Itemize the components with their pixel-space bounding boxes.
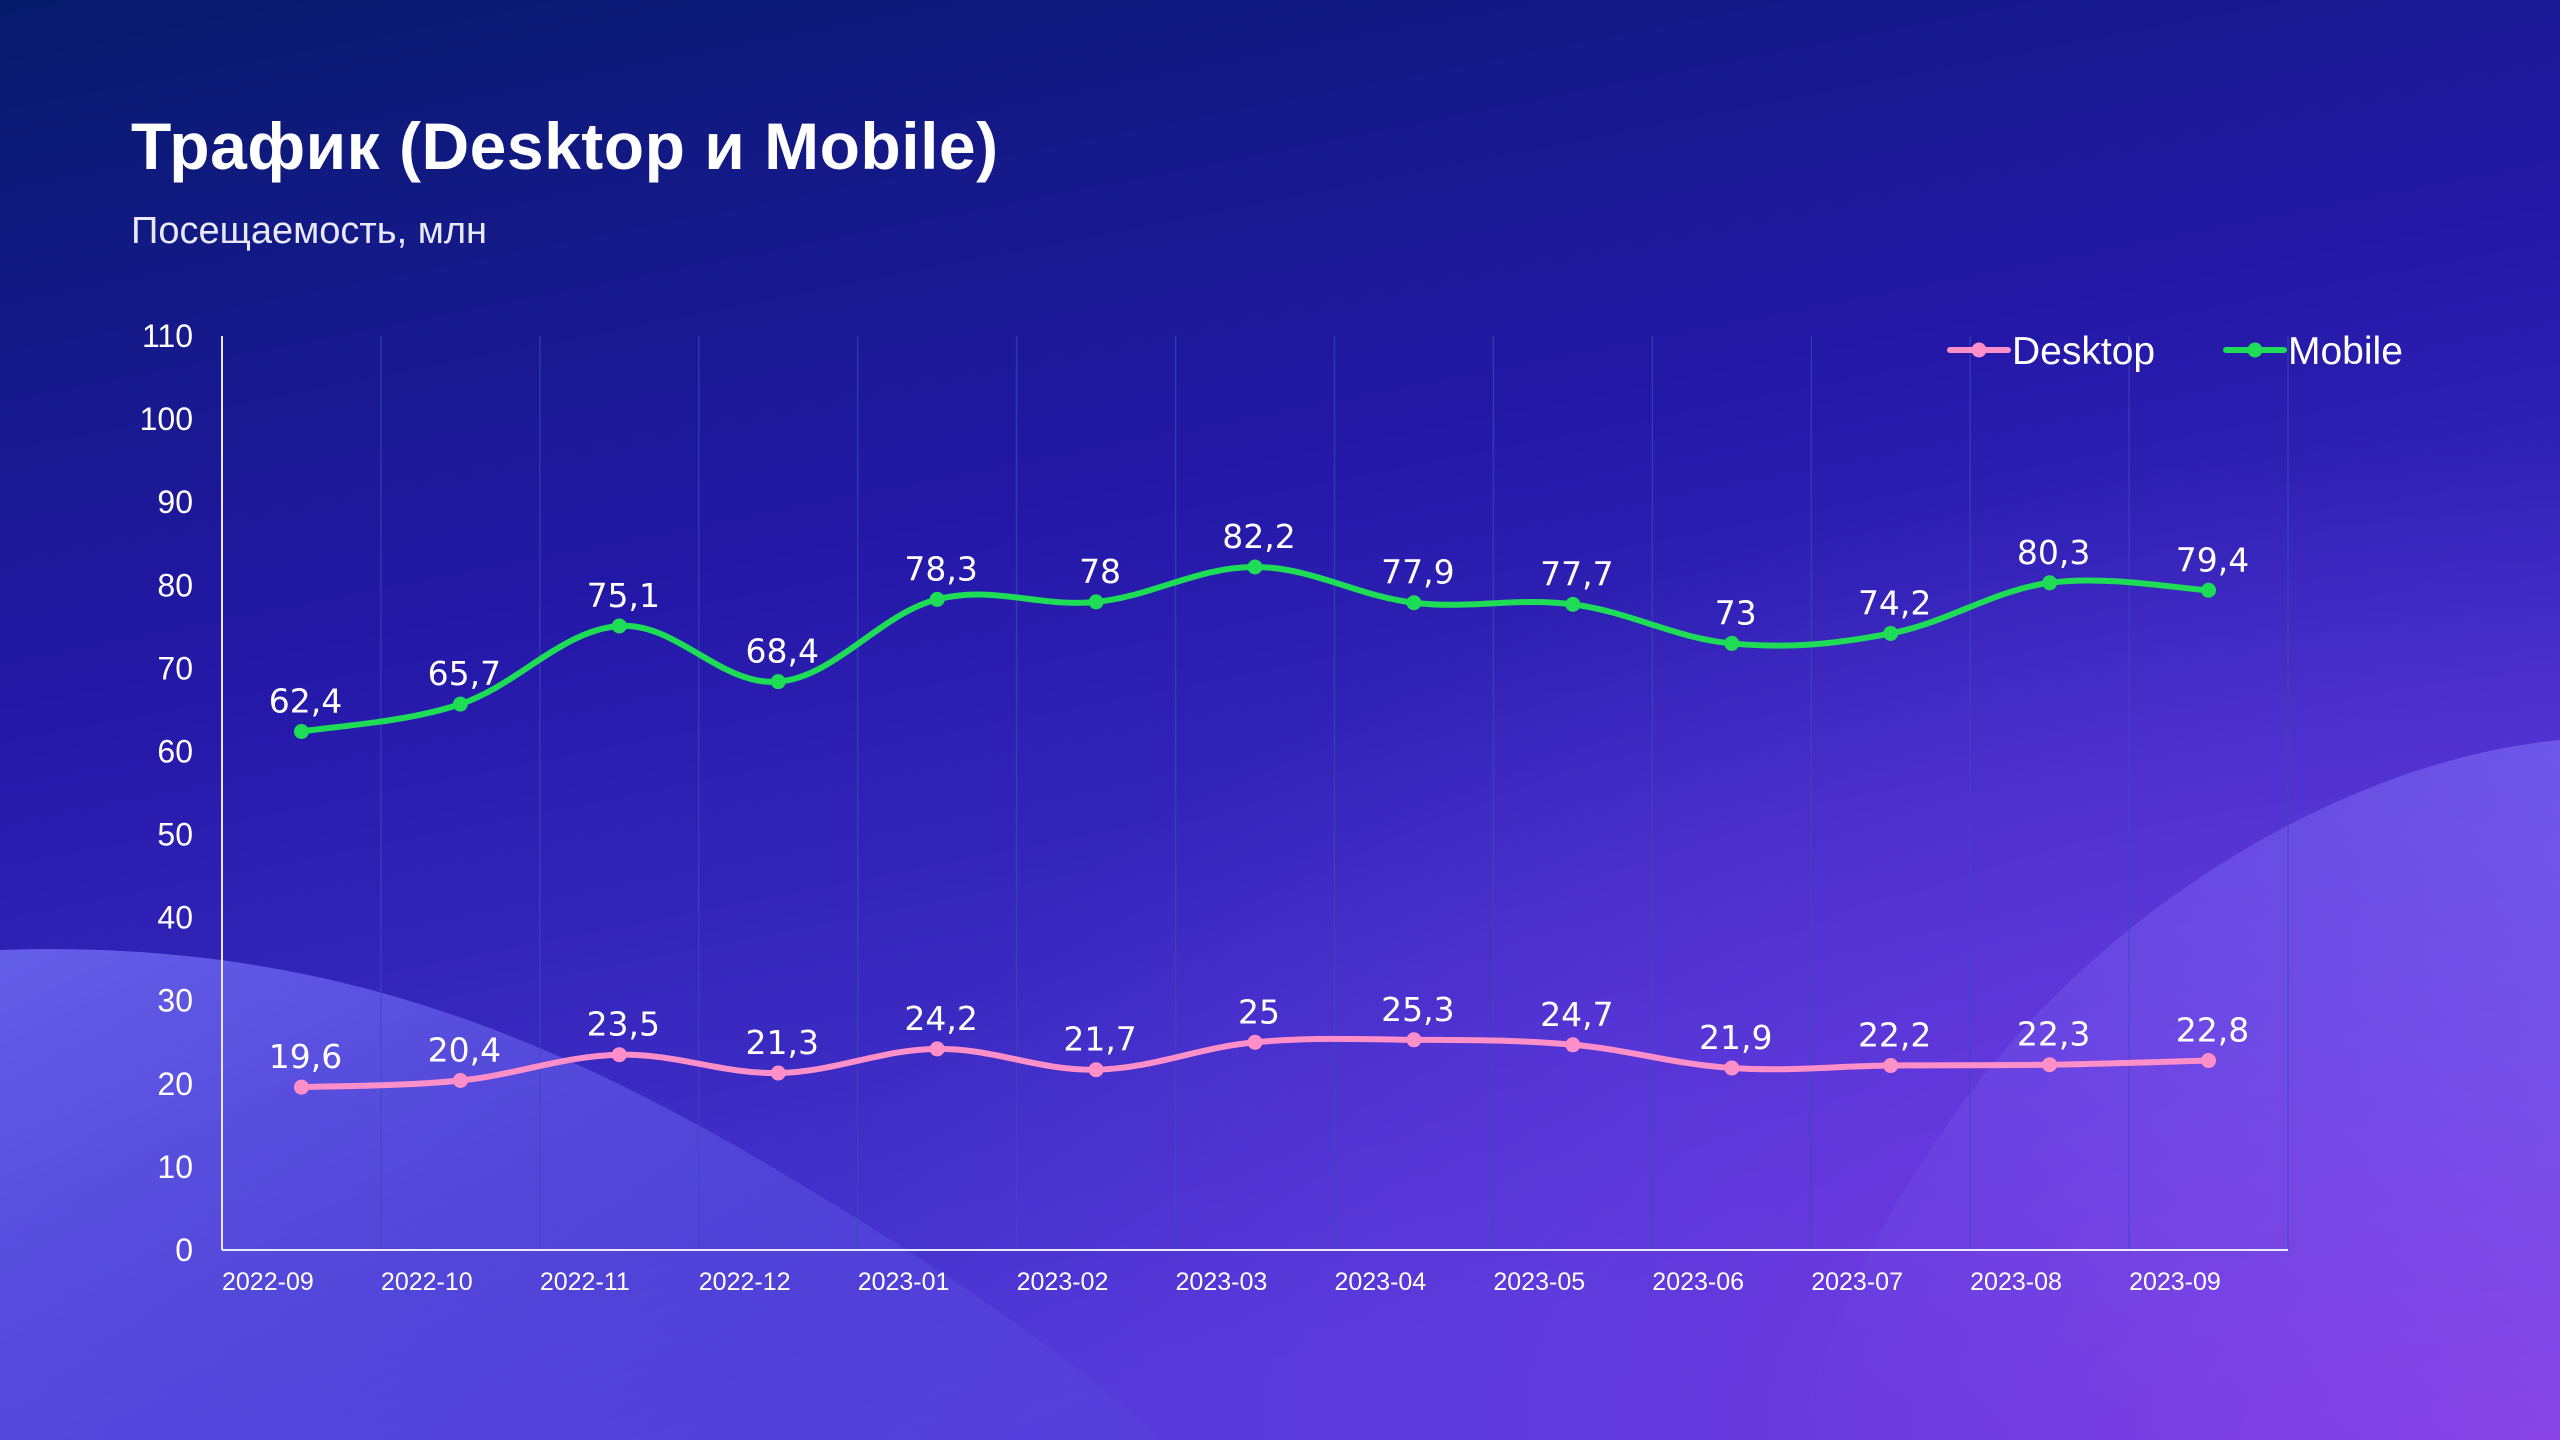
- y-tick-label: 90: [157, 484, 193, 520]
- data-point-mobile: [2201, 582, 2217, 598]
- data-point-desktop: [1565, 1037, 1581, 1053]
- data-point-desktop: [770, 1065, 786, 1081]
- data-label-mobile: 77,9: [1381, 553, 1454, 592]
- data-point-desktop: [1406, 1032, 1422, 1048]
- data-point-desktop: [2042, 1057, 2058, 1073]
- data-point-mobile: [2042, 575, 2058, 591]
- x-tick-label: 2023-08: [1970, 1268, 2062, 1296]
- legend-item-mobile: Mobile: [2223, 330, 2403, 373]
- x-tick-label: 2022-09: [222, 1268, 314, 1296]
- data-label-desktop: 19,6: [269, 1037, 342, 1076]
- data-point-desktop: [929, 1041, 945, 1057]
- data-label-mobile: 78: [1079, 552, 1121, 591]
- data-label-desktop: 21,7: [1063, 1020, 1136, 1059]
- y-tick-label: 80: [157, 567, 193, 603]
- y-tick-label: 50: [157, 817, 193, 853]
- x-tick-label: 2022-11: [540, 1268, 630, 1296]
- legend-marker-desktop: [1971, 342, 1987, 358]
- x-tick-label: 2023-04: [1334, 1268, 1426, 1296]
- data-point-mobile: [293, 724, 309, 740]
- y-tick-label: 20: [157, 1066, 193, 1102]
- data-label-mobile: 73: [1715, 593, 1757, 632]
- data-label-mobile: 78,3: [904, 549, 977, 588]
- data-point-mobile: [1088, 594, 1104, 610]
- page-title: Трафик (Desktop и Mobile): [131, 109, 999, 183]
- y-tick-label: 100: [140, 401, 193, 437]
- x-tick-label: 2023-06: [1652, 1268, 1744, 1296]
- data-point-desktop: [1088, 1062, 1104, 1078]
- data-point-desktop: [293, 1079, 309, 1095]
- data-point-mobile: [452, 696, 468, 712]
- x-tick-label: 2023-02: [1017, 1268, 1109, 1296]
- x-tick-label: 2023-09: [2129, 1268, 2221, 1296]
- data-point-desktop: [611, 1047, 627, 1063]
- data-point-desktop: [452, 1072, 468, 1088]
- data-label-mobile: 75,1: [587, 576, 660, 615]
- data-label-mobile: 62,4: [269, 682, 342, 721]
- legend-marker-mobile: [2247, 342, 2263, 358]
- y-tick-label: 110: [142, 318, 193, 354]
- data-label-mobile: 79,4: [2176, 540, 2249, 579]
- x-tick-label: 2023-05: [1493, 1268, 1585, 1296]
- data-point-mobile: [1883, 625, 1899, 641]
- data-label-desktop: 24,7: [1540, 995, 1613, 1034]
- data-label-desktop: 24,2: [904, 999, 977, 1038]
- y-tick-label: 70: [157, 650, 193, 686]
- data-point-mobile: [1724, 635, 1740, 651]
- data-label-mobile: 82,2: [1222, 517, 1295, 556]
- x-tick-label: 2022-12: [699, 1268, 791, 1296]
- page-subtitle: Посещаемость, млн: [131, 210, 487, 252]
- x-tick-label: 2023-07: [1811, 1268, 1903, 1296]
- x-tick-label: 2022-10: [381, 1268, 473, 1296]
- data-label-desktop: 21,9: [1699, 1018, 1772, 1057]
- data-label-mobile: 80,3: [2017, 533, 2090, 572]
- data-point-mobile: [1565, 596, 1581, 612]
- x-tick-label: 2023-03: [1176, 1268, 1268, 1296]
- data-label-desktop: 22,8: [2176, 1011, 2249, 1050]
- data-label-desktop: 22,2: [1858, 1016, 1931, 1055]
- legend-label-mobile: Mobile: [2288, 330, 2403, 373]
- legend-label-desktop: Desktop: [2012, 330, 2155, 373]
- data-label-desktop: 25: [1238, 992, 1280, 1031]
- data-label-mobile: 74,2: [1858, 583, 1931, 622]
- data-point-mobile: [1406, 595, 1422, 611]
- data-point-desktop: [1883, 1058, 1899, 1074]
- data-point-mobile: [1247, 559, 1263, 575]
- x-tick-label: 2023-01: [858, 1268, 950, 1296]
- y-tick-label: 40: [157, 900, 193, 936]
- data-point-desktop: [2201, 1053, 2217, 1069]
- data-point-mobile: [611, 618, 627, 634]
- data-point-mobile: [929, 591, 945, 607]
- y-tick-label: 30: [157, 983, 193, 1019]
- y-tick-label: 10: [157, 1149, 193, 1185]
- data-label-desktop: 21,3: [745, 1023, 818, 1062]
- data-point-desktop: [1724, 1060, 1740, 1076]
- data-label-mobile: 65,7: [428, 654, 501, 693]
- data-point-mobile: [770, 674, 786, 690]
- data-point-desktop: [1247, 1034, 1263, 1050]
- data-label-mobile: 77,7: [1540, 554, 1613, 593]
- legend-item-desktop: Desktop: [1947, 330, 2155, 373]
- data-label-desktop: 23,5: [587, 1005, 660, 1044]
- data-label-desktop: 22,3: [2017, 1015, 2090, 1054]
- data-label-mobile: 68,4: [745, 632, 818, 671]
- y-tick-label: 0: [175, 1232, 193, 1268]
- data-label-desktop: 20,4: [428, 1030, 501, 1069]
- data-label-desktop: 25,3: [1381, 990, 1454, 1029]
- y-tick-label: 60: [157, 733, 193, 769]
